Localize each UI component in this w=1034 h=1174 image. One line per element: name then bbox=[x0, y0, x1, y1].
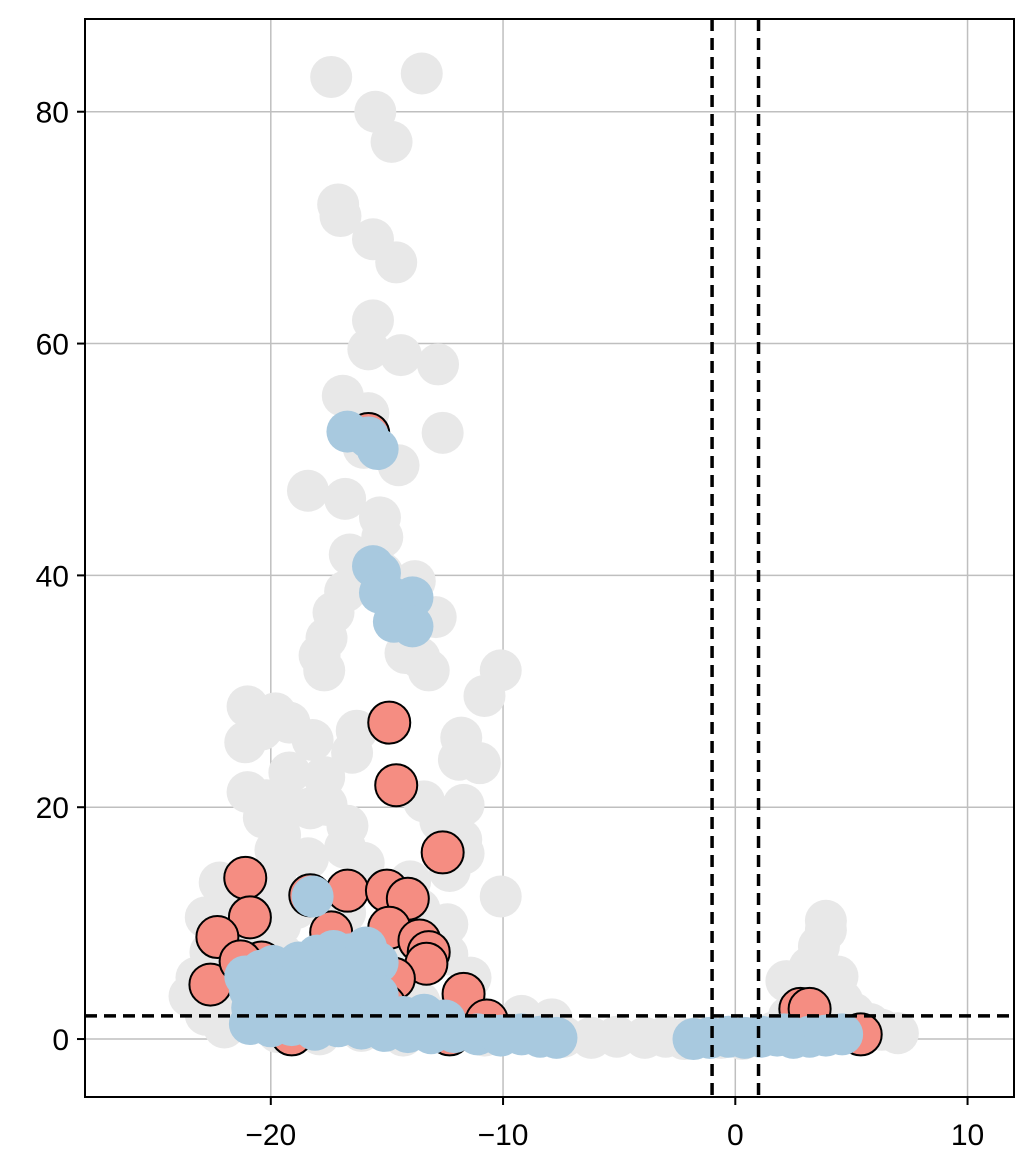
x-tick-label: −20 bbox=[245, 1119, 296, 1152]
red-points-marker bbox=[223, 855, 268, 900]
blue-points-marker bbox=[535, 1016, 578, 1059]
red-points-marker bbox=[227, 895, 272, 940]
blue-points-marker bbox=[391, 605, 434, 648]
y-tick-label: 40 bbox=[36, 560, 69, 593]
x-tick-label: 0 bbox=[727, 1119, 744, 1152]
background-points-marker bbox=[268, 751, 311, 794]
background-points-marker bbox=[331, 731, 374, 774]
blue-points-marker bbox=[291, 875, 334, 918]
red-points-marker bbox=[420, 830, 465, 875]
x-tick-label: 10 bbox=[951, 1119, 984, 1152]
x-tick-label: −10 bbox=[478, 1119, 529, 1152]
y-tick-label: 0 bbox=[52, 1024, 69, 1057]
blue-points-marker bbox=[763, 1013, 806, 1056]
background-points-marker bbox=[286, 469, 329, 512]
background-points-marker bbox=[876, 1012, 919, 1055]
background-points-marker bbox=[291, 718, 334, 761]
background-points-marker bbox=[347, 328, 390, 371]
background-points-marker bbox=[286, 837, 329, 880]
background-points-marker bbox=[463, 674, 506, 717]
background-points-marker bbox=[324, 477, 367, 520]
axis-ticks: −20 −10 0 10 0 20 40 60 80 bbox=[36, 97, 985, 1152]
plot-frame bbox=[84, 18, 1015, 1098]
background-points-marker bbox=[310, 55, 353, 98]
data-points bbox=[168, 52, 919, 1061]
red-points-marker bbox=[374, 763, 419, 808]
y-tick-label: 60 bbox=[36, 329, 69, 362]
threshold-lines bbox=[85, 19, 1014, 1097]
blue-points-marker bbox=[356, 428, 399, 471]
y-tick-label: 20 bbox=[36, 792, 69, 825]
background-points-marker bbox=[407, 649, 450, 692]
background-points-marker bbox=[421, 411, 464, 454]
background-points-marker bbox=[479, 875, 522, 918]
background-points-marker bbox=[417, 343, 460, 386]
background-points-marker bbox=[400, 52, 443, 95]
blue-points-marker bbox=[821, 1013, 864, 1056]
background-points-marker bbox=[303, 649, 346, 692]
background-points-marker bbox=[375, 241, 418, 284]
background-points-marker bbox=[379, 334, 422, 377]
y-tick-label: 80 bbox=[36, 97, 69, 130]
background-points-marker bbox=[370, 120, 413, 163]
background-points-marker bbox=[224, 721, 267, 764]
red-points-marker bbox=[367, 700, 412, 745]
background-points-marker bbox=[804, 899, 847, 942]
background-points-marker bbox=[458, 742, 501, 785]
grid-lines bbox=[85, 19, 1014, 1097]
background-points-marker bbox=[319, 195, 362, 238]
